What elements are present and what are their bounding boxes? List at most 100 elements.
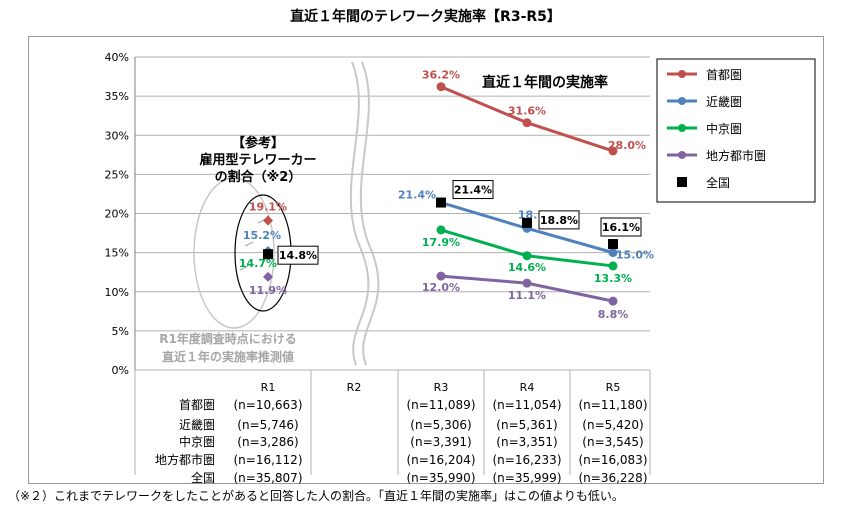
inner-title: 直近１年間の実施率	[482, 74, 608, 91]
chart-frame	[28, 36, 824, 484]
table-cell: (n=16,233)	[492, 453, 561, 467]
national-data-label: 21.4%	[454, 184, 492, 197]
table-cell: (n=35,999)	[492, 471, 561, 485]
data-label: 28.0%	[608, 139, 646, 152]
data-label: 8.8%	[598, 308, 629, 321]
r1-point	[263, 215, 273, 226]
national-label-box	[538, 210, 580, 230]
table-cell: (n=5,306)	[410, 418, 471, 432]
r1-annotation-line: 直近１年の実施率推測値	[162, 349, 294, 364]
table-cell: (n=3,391)	[410, 435, 471, 449]
r1-national-point	[263, 249, 273, 260]
legend-label: 首都圏	[706, 68, 742, 82]
chart-title: 直近１年間のテレワーク実施率【R3-R5】	[290, 9, 561, 25]
y-tick-label: 30%	[105, 129, 129, 142]
series-point	[522, 118, 532, 128]
table-cell: (n=16,083)	[578, 453, 647, 467]
x-tick-label: R5	[606, 381, 621, 394]
y-tick-label: 35%	[105, 90, 129, 103]
series-point	[608, 248, 618, 258]
x-tick-label: R1	[261, 381, 276, 394]
r1-data-label: 14.7%	[239, 257, 277, 270]
legend-marker	[677, 177, 687, 187]
national-point	[436, 197, 446, 208]
legend-marker	[678, 124, 686, 132]
footnote: （※２）これまでテレワークをしたことがあると回答した人の割合。「直近１年間の実施…	[8, 489, 624, 503]
series-point	[608, 146, 618, 156]
table-cell: (n=5,746)	[237, 418, 298, 432]
legend-label: 中京圏	[706, 121, 742, 136]
data-label: 17.9%	[422, 236, 460, 249]
series-point	[436, 82, 446, 92]
r1-national-label-box	[277, 245, 319, 265]
legend-marker	[678, 97, 686, 105]
legend-label: 全国	[706, 175, 730, 190]
r1-annotation-line: R1年度調査時点における	[159, 331, 297, 346]
data-label: 14.6%	[508, 261, 546, 274]
national-data-label: 18.8%	[540, 214, 578, 227]
x-tick-label: R2	[347, 381, 362, 394]
reference-annotation-line: の割合（※2）	[215, 169, 302, 185]
table-row-label: 地方都市圏	[155, 452, 215, 467]
y-tick-label: 10%	[105, 286, 129, 299]
table-cell: (n=11,054)	[492, 398, 561, 412]
table-cell: (n=35,990)	[406, 471, 475, 485]
data-label: 21.4%	[398, 189, 436, 202]
table-cell: (n=3,286)	[237, 435, 298, 449]
legend-label: 地方都市圏	[706, 148, 766, 163]
table-cell: (n=36,228)	[578, 471, 647, 485]
y-tick-label: 0%	[112, 364, 129, 377]
series-point	[608, 261, 618, 271]
series-point	[522, 278, 532, 288]
x-tick-label: R3	[434, 381, 449, 394]
table-cell: (n=16,204)	[406, 453, 475, 467]
legend-marker	[678, 70, 686, 78]
y-tick-label: 40%	[105, 51, 129, 64]
table-cell: (n=11,089)	[406, 398, 475, 412]
r1-point	[263, 271, 273, 282]
table-row-label: 中京圏	[179, 434, 215, 449]
y-tick-label: 20%	[105, 208, 129, 221]
reference-annotation-line: 雇用型テレワーカー	[199, 152, 316, 168]
table-cell: (n=5,361)	[496, 418, 557, 432]
data-label: 31.6%	[508, 105, 546, 118]
x-tick-label: R4	[520, 381, 535, 394]
axis-break-line	[349, 61, 370, 366]
r1-arrow	[239, 265, 249, 271]
reference-annotation-line: 【参考】	[232, 135, 284, 151]
data-label: 36.2%	[422, 69, 460, 82]
series-point	[436, 225, 446, 235]
r1-data-label: 11.9%	[249, 284, 287, 297]
table-row-label: 首都圏	[179, 398, 215, 412]
data-label: 15.0%	[616, 249, 654, 262]
axis-break-line	[359, 61, 380, 366]
data-label: 11.1%	[508, 289, 546, 302]
y-tick-label: 5%	[112, 325, 129, 338]
series-point	[608, 296, 618, 306]
table-cell: (n=5,420)	[582, 418, 643, 432]
table-cell: (n=3,545)	[582, 435, 643, 449]
r1-national-data-label: 14.8%	[279, 249, 317, 262]
national-point	[608, 239, 618, 250]
r1-estimate-oval	[193, 177, 275, 329]
series-point	[436, 271, 446, 281]
data-label: 13.3%	[594, 272, 632, 285]
data-label: 12.0%	[422, 281, 460, 294]
series-point	[522, 251, 532, 261]
national-data-label: 16.1%	[602, 221, 640, 234]
table-cell: (n=35,807)	[233, 471, 302, 485]
table-cell: (n=16,112)	[233, 453, 302, 467]
national-label-box	[600, 217, 642, 237]
table-row-label: 近畿圏	[179, 418, 215, 432]
table-cell: (n=3,351)	[496, 435, 557, 449]
y-tick-label: 15%	[105, 247, 129, 260]
table-cell: (n=11,180)	[578, 398, 647, 412]
table-cell: (n=10,663)	[233, 398, 302, 412]
r1-data-label: 15.2%	[243, 229, 281, 242]
y-tick-label: 25%	[105, 168, 129, 181]
r1-arrow	[244, 241, 254, 247]
national-point	[522, 217, 532, 228]
legend-label: 近畿圏	[706, 95, 742, 109]
national-label-box	[452, 180, 494, 200]
